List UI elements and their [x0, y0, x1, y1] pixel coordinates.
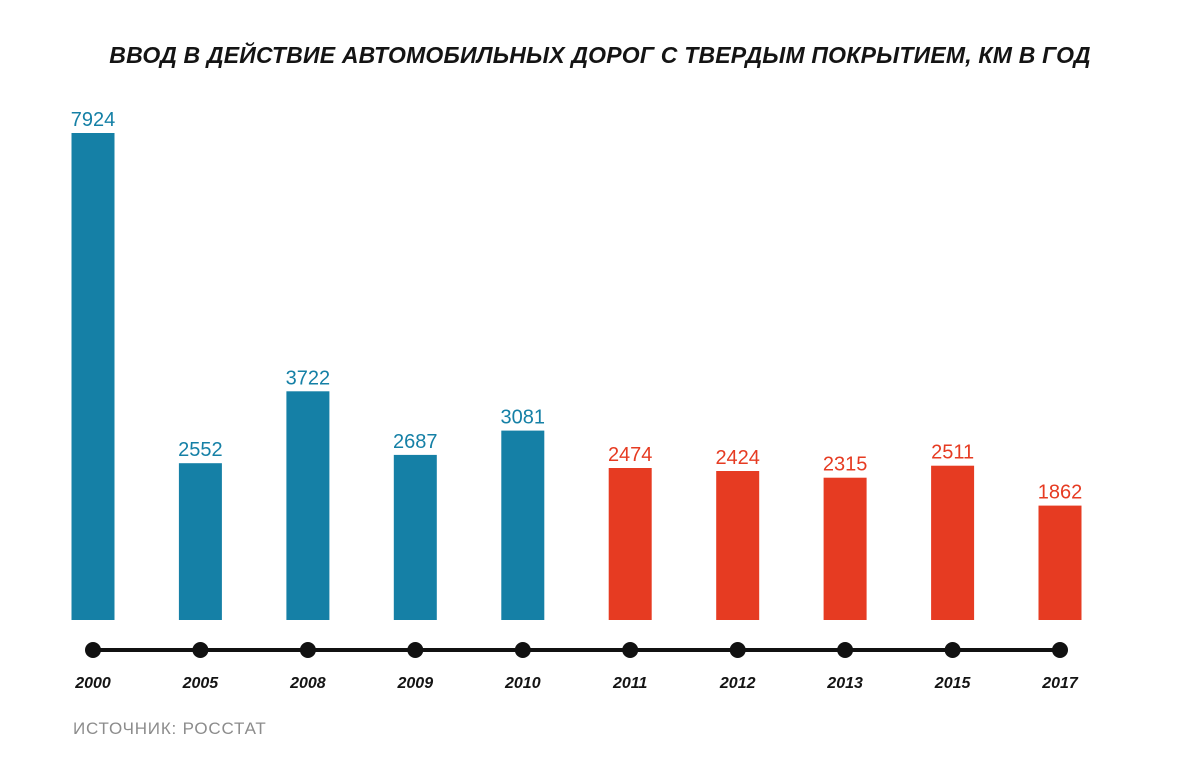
- year-label-2012: 2012: [719, 675, 756, 692]
- value-label-2010: 3081: [501, 407, 546, 429]
- year-label-2011: 2011: [612, 675, 648, 692]
- year-label-2008: 2008: [289, 675, 326, 692]
- axis-dot-2011: [622, 642, 639, 658]
- bar-2015: [931, 465, 975, 620]
- axis-dot-2008: [299, 642, 316, 658]
- year-label-2010: 2010: [504, 675, 541, 692]
- axis-dot-2017: [1052, 642, 1068, 658]
- value-label-2008: 3722: [286, 367, 331, 389]
- value-label-2012: 2424: [715, 447, 760, 469]
- bars-layer: [71, 133, 1082, 620]
- year-label-2000: 2000: [74, 675, 111, 692]
- year-labels-layer: 2000 2005 2008 2009 2010 2011 2012 2013 2015 2017: [74, 675, 1079, 692]
- year-label-2015: 2015: [934, 675, 972, 692]
- axis-dot-2009: [407, 642, 424, 658]
- value-label-2009: 2687: [393, 431, 438, 453]
- source-note: ИСТОЧНИК: РОССТАТ: [73, 719, 267, 738]
- value-labels-layer: 7924 2552 3722 2687 3081 2474 2424 2315 2511 1862: [71, 109, 1083, 504]
- value-label-2017: 1862: [1038, 482, 1083, 504]
- bar-2005: [178, 463, 222, 620]
- bar-2017: [1038, 505, 1082, 620]
- year-label-2017: 2017: [1041, 675, 1079, 692]
- value-label-2005: 2552: [178, 439, 223, 461]
- chart-title: ВВОД В ДЕЙСТВИЕ АВТОМОБИЛЬНЫХ ДОРОГ С ТВ…: [109, 42, 1091, 68]
- year-label-2005: 2005: [182, 675, 220, 692]
- bar-2011: [608, 468, 652, 620]
- year-label-2009: 2009: [397, 675, 434, 692]
- bar-2009: [393, 454, 437, 620]
- value-label-2000: 7924: [71, 109, 116, 131]
- value-label-2011: 2474: [608, 444, 653, 466]
- axis-dot-2015: [944, 642, 961, 658]
- axis-dot-2010: [514, 642, 531, 658]
- bar-2013: [823, 477, 867, 620]
- bar-2010: [501, 430, 545, 620]
- axis-dots-layer: [85, 642, 1068, 658]
- bar-2012: [716, 471, 760, 620]
- year-label-2013: 2013: [826, 675, 863, 692]
- axis-dot-2012: [729, 642, 746, 658]
- bar-2008: [286, 391, 330, 620]
- bar-2000: [71, 133, 115, 620]
- value-label-2015: 2511: [931, 442, 974, 464]
- axis-dot-2013: [837, 642, 854, 658]
- axis-dot-2000: [85, 642, 101, 658]
- value-label-2013: 2315: [823, 454, 868, 476]
- axis-dot-2005: [192, 642, 209, 658]
